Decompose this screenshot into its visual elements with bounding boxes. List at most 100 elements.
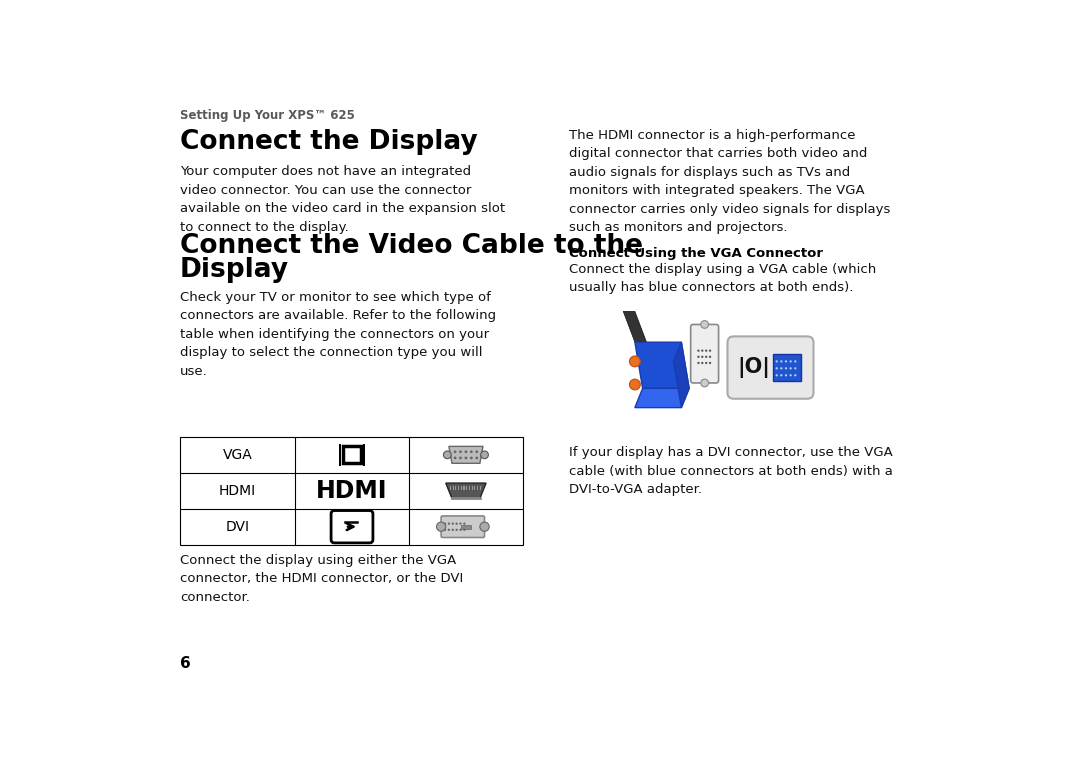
Circle shape bbox=[454, 457, 457, 460]
Circle shape bbox=[785, 360, 787, 362]
Circle shape bbox=[789, 374, 792, 376]
Text: Your computer does not have an integrated
video connector. You can use the conne: Your computer does not have an integrate… bbox=[180, 165, 505, 234]
Circle shape bbox=[701, 355, 703, 358]
Circle shape bbox=[705, 355, 707, 358]
FancyBboxPatch shape bbox=[332, 511, 373, 543]
Text: Setting Up Your XPS™ 625: Setting Up Your XPS™ 625 bbox=[180, 109, 355, 122]
Circle shape bbox=[448, 529, 450, 531]
Bar bbox=[773, 354, 800, 381]
Circle shape bbox=[775, 360, 778, 362]
FancyBboxPatch shape bbox=[441, 516, 485, 538]
Bar bbox=[467, 486, 468, 490]
Bar bbox=[463, 486, 464, 490]
Circle shape bbox=[475, 450, 478, 453]
Bar bbox=[449, 486, 451, 490]
Circle shape bbox=[775, 374, 778, 376]
Text: Check your TV or monitor to see which type of
connectors are available. Refer to: Check your TV or monitor to see which ty… bbox=[180, 290, 496, 378]
Text: Connect the Display: Connect the Display bbox=[180, 129, 477, 155]
Text: Display: Display bbox=[180, 257, 289, 283]
Circle shape bbox=[780, 367, 783, 369]
Circle shape bbox=[701, 349, 703, 352]
Circle shape bbox=[701, 321, 708, 329]
Circle shape bbox=[630, 356, 640, 367]
FancyBboxPatch shape bbox=[728, 336, 813, 399]
Bar bbox=[458, 486, 459, 490]
Circle shape bbox=[451, 529, 454, 531]
Circle shape bbox=[470, 457, 473, 460]
Bar bbox=[474, 486, 475, 490]
Circle shape bbox=[464, 450, 468, 453]
Text: The HDMI connector is a high-performance
digital connector that carries both vid: The HDMI connector is a high-performance… bbox=[569, 129, 890, 234]
Bar bbox=[480, 486, 481, 490]
Circle shape bbox=[448, 522, 450, 525]
Text: VGA: VGA bbox=[222, 448, 252, 462]
Text: Connect Using the VGA Connector: Connect Using the VGA Connector bbox=[569, 247, 823, 260]
Circle shape bbox=[470, 450, 473, 453]
Circle shape bbox=[775, 367, 778, 369]
Circle shape bbox=[444, 522, 446, 525]
Circle shape bbox=[789, 360, 792, 362]
Circle shape bbox=[701, 379, 708, 387]
Bar bbox=[180, 437, 523, 545]
Bar bbox=[453, 486, 454, 490]
Text: |O|: |O| bbox=[737, 357, 770, 378]
Circle shape bbox=[785, 374, 787, 376]
Circle shape bbox=[698, 355, 700, 358]
Circle shape bbox=[436, 522, 446, 532]
Circle shape bbox=[794, 374, 796, 376]
Bar bbox=[456, 486, 457, 490]
Polygon shape bbox=[674, 342, 689, 408]
Polygon shape bbox=[635, 388, 689, 408]
Circle shape bbox=[459, 450, 462, 453]
Circle shape bbox=[708, 355, 712, 358]
Text: Connect the Video Cable to the: Connect the Video Cable to the bbox=[180, 233, 643, 259]
Circle shape bbox=[481, 451, 488, 459]
Circle shape bbox=[459, 522, 461, 525]
Bar bbox=[472, 486, 473, 490]
Circle shape bbox=[456, 522, 458, 525]
Text: Connect the display using a VGA cable (which
usually has blue connectors at both: Connect the display using a VGA cable (w… bbox=[569, 263, 876, 294]
Circle shape bbox=[705, 362, 707, 364]
Bar bbox=[339, 444, 341, 466]
Circle shape bbox=[451, 522, 454, 525]
Circle shape bbox=[708, 349, 712, 352]
Bar bbox=[469, 486, 470, 490]
Circle shape bbox=[785, 367, 787, 369]
Circle shape bbox=[705, 349, 707, 352]
Circle shape bbox=[789, 367, 792, 369]
Polygon shape bbox=[635, 342, 689, 388]
Circle shape bbox=[708, 362, 712, 364]
FancyBboxPatch shape bbox=[691, 325, 718, 383]
Circle shape bbox=[630, 379, 640, 390]
Circle shape bbox=[464, 457, 468, 460]
Circle shape bbox=[459, 529, 461, 531]
Polygon shape bbox=[446, 483, 486, 499]
Bar bbox=[461, 486, 462, 490]
Circle shape bbox=[698, 349, 700, 352]
Polygon shape bbox=[449, 447, 483, 463]
Circle shape bbox=[780, 360, 783, 362]
Circle shape bbox=[454, 450, 457, 453]
Circle shape bbox=[444, 529, 446, 531]
Text: If your display has a DVI connector, use the VGA
cable (with blue connectors at : If your display has a DVI connector, use… bbox=[569, 446, 893, 496]
Circle shape bbox=[701, 362, 703, 364]
Circle shape bbox=[444, 451, 451, 459]
Circle shape bbox=[456, 529, 458, 531]
Polygon shape bbox=[623, 311, 647, 342]
Bar bbox=[461, 525, 471, 529]
Text: HDMI: HDMI bbox=[219, 484, 256, 498]
Circle shape bbox=[463, 522, 465, 525]
Circle shape bbox=[459, 457, 462, 460]
Bar bbox=[477, 486, 478, 490]
Circle shape bbox=[698, 362, 700, 364]
Circle shape bbox=[480, 522, 489, 532]
Text: 6: 6 bbox=[180, 656, 191, 670]
Circle shape bbox=[794, 360, 796, 362]
Bar bbox=[343, 447, 361, 463]
Circle shape bbox=[780, 374, 783, 376]
Circle shape bbox=[475, 457, 478, 460]
Circle shape bbox=[463, 529, 465, 531]
Text: HDMI: HDMI bbox=[316, 479, 388, 502]
Circle shape bbox=[794, 367, 796, 369]
Text: DVI: DVI bbox=[226, 519, 249, 534]
